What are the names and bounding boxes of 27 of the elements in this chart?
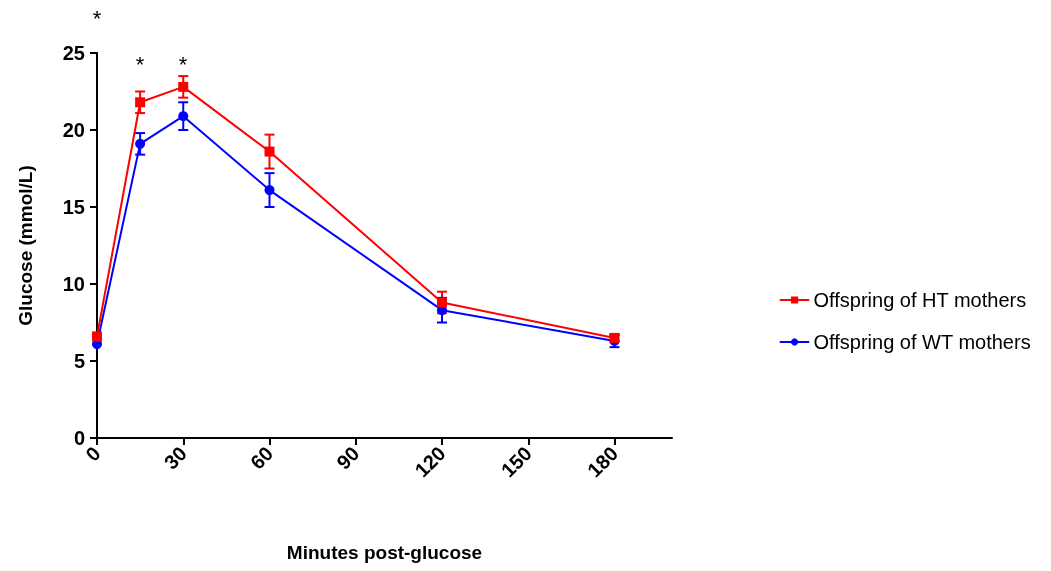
x-axis-title: Minutes post-glucose	[286, 542, 483, 563]
x-tick-label: 30	[159, 442, 192, 474]
y-tick-label: 5	[73, 350, 85, 372]
y-tick-label: 25	[62, 42, 85, 64]
legend-label: Offspring of HT mothers	[813, 289, 1027, 311]
annotation: *	[178, 51, 188, 77]
point	[264, 146, 275, 157]
point	[178, 111, 189, 122]
y-tick-label: 10	[62, 273, 85, 295]
point	[178, 81, 189, 92]
x-tick-label: 120	[410, 442, 450, 482]
point	[135, 97, 146, 108]
annotation: *	[135, 51, 145, 77]
point	[264, 185, 275, 196]
point	[92, 331, 102, 342]
y-tick-label: 15	[62, 196, 85, 218]
text: *	[92, 5, 102, 31]
y-axis-title: Glucose (mmol/L)	[15, 165, 36, 326]
y-tick-label: 0	[73, 427, 85, 449]
x-tick-label: 60	[246, 442, 278, 474]
x-tick-label: 180	[583, 442, 623, 482]
point	[135, 138, 146, 149]
x-tick-label: 150	[496, 442, 537, 482]
point	[437, 297, 447, 308]
x-tick-label: 90	[332, 442, 364, 474]
y-tick-label: 20	[62, 119, 85, 141]
legend-label: Offspring of WT mothers	[813, 331, 1031, 353]
